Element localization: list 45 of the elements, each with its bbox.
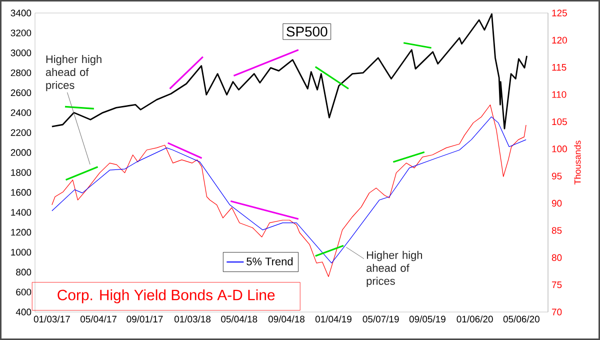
x-tick-label: 09/04/18 [268,316,305,322]
y-tick-label: 1400 [11,208,32,216]
legend-label: 5% Trend [246,257,293,266]
x-tick-label: 05/04/18 [221,316,258,322]
y2-tick-label: 125 [552,10,567,16]
x-tick-label: 01/06/20 [456,316,493,322]
text: Corp. High Yield Bonds A-D Line [58,289,275,304]
y-tick-label: 1800 [11,169,32,176]
y-tick-label: 2200 [10,129,32,136]
y2-tick-label: 100 [552,146,567,152]
x-tick-label: 01/04/19 [315,316,352,322]
y-tick-label: 2000 [10,149,32,156]
annotation: Higher high ahead of prices [366,250,422,288]
x-tick-label: 05/04/17 [80,316,116,322]
x-tick-label: 09/01/17 [126,316,163,322]
y-tick-label: 3200 [10,30,32,36]
y-tick-label: 2800 [10,69,32,76]
y-tick-label: 2400 [10,109,32,116]
y-tick-label: 2600 [10,89,32,96]
y-tick-label: 400 [16,308,32,316]
y2-tick-label: 115 [552,64,566,71]
x-tick-label: 01/03/18 [174,316,211,322]
series-label: SP500 [286,26,328,37]
x-tick-label: 09/05/19 [409,316,446,322]
y2-tick-label: 105 [552,118,567,126]
y-tick-label: 3400 [10,10,32,16]
y2-tick-label: 120 [552,36,567,44]
y2-tick-label: 80 [552,254,562,261]
y-tick-label: 1600 [11,189,32,196]
x-tick-label: 01/03/17 [34,316,70,322]
y2-tick-label: 70 [552,308,562,316]
y2-axis-title: Thousands [574,140,581,184]
y-tick-label: 3000 [10,50,32,56]
y2-tick-label: 85 [552,227,562,234]
y-tick-label: 600 [16,288,32,296]
y2-tick-label: 95 [552,172,562,180]
y-tick-label: 800 [16,268,32,276]
y-tick-label: 1000 [11,248,32,256]
x-tick-label: 05/06/20 [503,316,540,322]
y-tick-label: 1200 [11,228,32,236]
annotation: Higher high ahead of prices [46,55,102,92]
y2-tick-label: 75 [552,282,562,288]
y2-tick-label: 110 [552,91,566,98]
x-tick-label: 05/07/19 [362,316,399,322]
y2-tick-label: 90 [552,200,562,207]
